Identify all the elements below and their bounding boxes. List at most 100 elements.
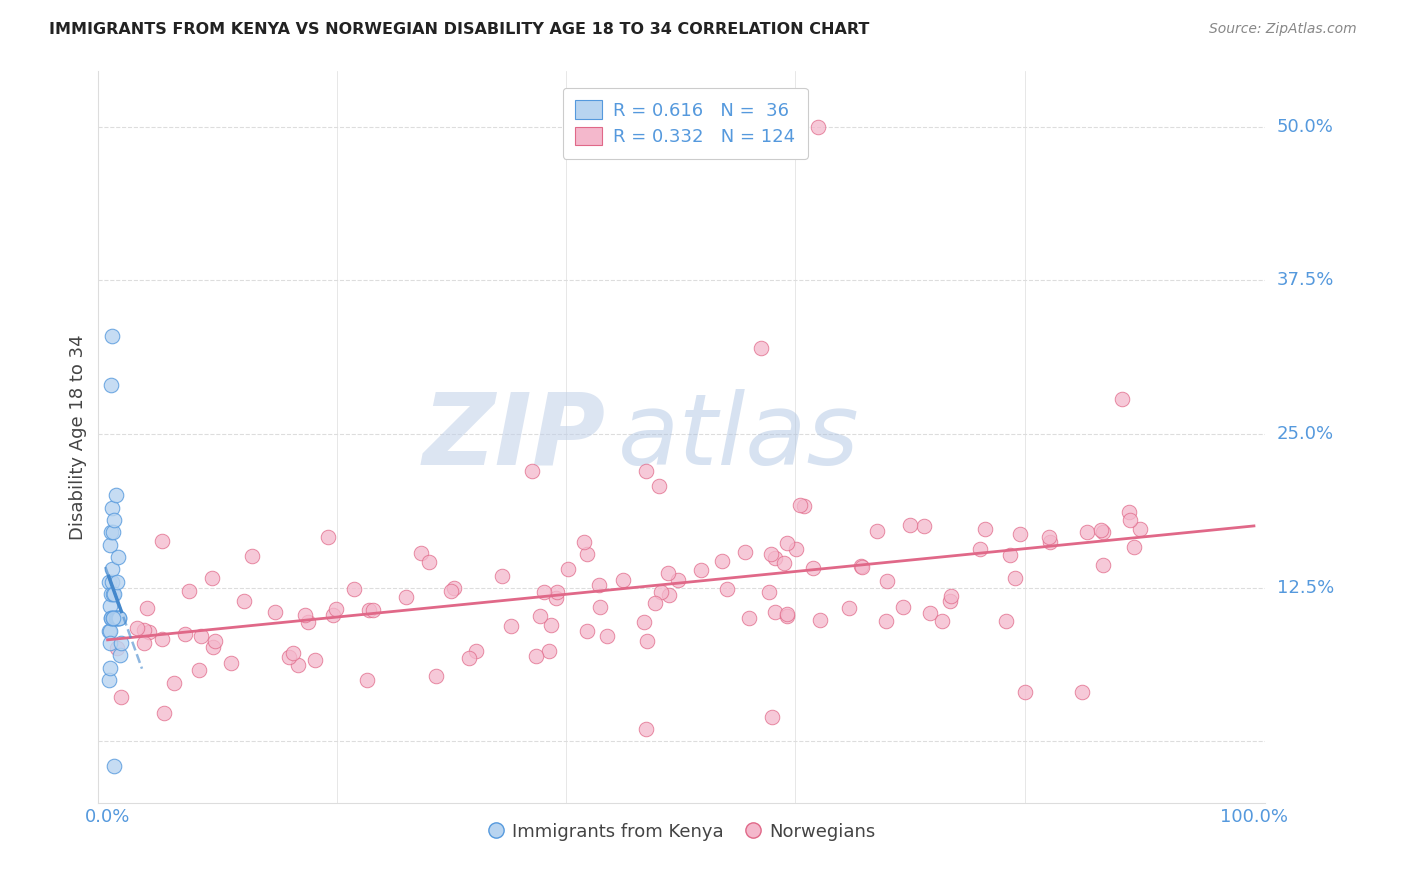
Point — [529, 609, 551, 624]
Point — [758, 585, 780, 599]
Point — [110, 636, 132, 650]
Point — [103, 611, 125, 625]
Point — [776, 607, 799, 622]
Point — [776, 609, 799, 624]
Text: 12.5%: 12.5% — [1277, 579, 1334, 597]
Point — [759, 548, 782, 562]
Text: Source: ZipAtlas.com: Source: ZipAtlas.com — [1209, 22, 1357, 37]
Point — [1129, 522, 1152, 536]
Point — [103, 759, 125, 773]
Point — [540, 617, 562, 632]
Point — [595, 629, 617, 643]
Point — [201, 571, 224, 585]
Point — [105, 641, 128, 656]
Point — [865, 524, 887, 539]
Point — [97, 624, 120, 638]
Point — [876, 574, 898, 589]
Point — [100, 611, 122, 625]
Point — [343, 582, 366, 596]
Point — [103, 611, 125, 625]
Point — [108, 611, 131, 625]
Point — [939, 590, 962, 604]
Point — [108, 648, 131, 663]
Point — [1111, 392, 1133, 406]
Point — [501, 619, 523, 633]
Point — [537, 644, 560, 658]
Point — [104, 611, 127, 625]
Point — [100, 587, 122, 601]
Legend: Immigrants from Kenya, Norwegians: Immigrants from Kenya, Norwegians — [481, 816, 883, 848]
Point — [304, 653, 326, 667]
Point — [101, 328, 124, 343]
Point — [557, 562, 579, 576]
Point — [132, 635, 155, 649]
Point — [785, 542, 807, 557]
Point — [135, 601, 157, 615]
Point — [900, 518, 922, 533]
Point — [636, 633, 658, 648]
Point — [100, 377, 122, 392]
Point — [100, 525, 122, 540]
Point — [103, 525, 125, 540]
Point — [576, 624, 599, 639]
Point — [650, 585, 672, 599]
Point — [287, 657, 309, 672]
Point — [138, 625, 160, 640]
Point — [803, 561, 825, 575]
Point — [1004, 571, 1026, 585]
Point — [174, 626, 197, 640]
Point — [357, 603, 380, 617]
Point — [105, 611, 128, 625]
Point — [918, 606, 941, 620]
Text: 25.0%: 25.0% — [1277, 425, 1334, 443]
Point — [232, 594, 254, 608]
Point — [100, 611, 122, 625]
Point — [574, 535, 596, 549]
Point — [666, 573, 689, 587]
Point — [807, 120, 830, 134]
Point — [763, 550, 786, 565]
Point — [969, 542, 991, 557]
Point — [776, 536, 799, 550]
Y-axis label: Disability Age 18 to 34: Disability Age 18 to 34 — [69, 334, 87, 540]
Point — [851, 560, 873, 574]
Point — [395, 590, 418, 604]
Point — [808, 613, 831, 627]
Point — [294, 608, 316, 623]
Point — [101, 500, 124, 515]
Point — [97, 574, 120, 589]
Point — [546, 591, 568, 606]
Point — [163, 676, 186, 690]
Point — [524, 648, 547, 663]
Point — [636, 464, 658, 478]
Point — [520, 464, 543, 478]
Text: IMMIGRANTS FROM KENYA VS NORWEGIAN DISABILITY AGE 18 TO 34 CORRELATION CHART: IMMIGRANTS FROM KENYA VS NORWEGIAN DISAB… — [49, 22, 869, 37]
Point — [104, 611, 127, 625]
Point — [1118, 505, 1140, 519]
Point — [103, 611, 125, 625]
Point — [912, 519, 935, 533]
Point — [356, 673, 378, 688]
Point — [150, 534, 173, 549]
Point — [132, 623, 155, 637]
Point — [125, 622, 148, 636]
Point — [636, 722, 658, 736]
Point — [322, 608, 344, 623]
Point — [187, 664, 209, 678]
Point — [773, 556, 796, 570]
Point — [425, 669, 447, 683]
Point — [657, 566, 679, 581]
Point — [648, 478, 671, 492]
Point — [533, 584, 555, 599]
Point — [104, 488, 127, 502]
Point — [763, 605, 786, 619]
Point — [612, 573, 634, 587]
Point — [633, 615, 655, 630]
Point — [98, 538, 121, 552]
Point — [849, 558, 872, 573]
Point — [418, 555, 440, 569]
Point — [1014, 685, 1036, 699]
Point — [110, 690, 132, 704]
Point — [411, 546, 433, 560]
Point — [789, 498, 811, 512]
